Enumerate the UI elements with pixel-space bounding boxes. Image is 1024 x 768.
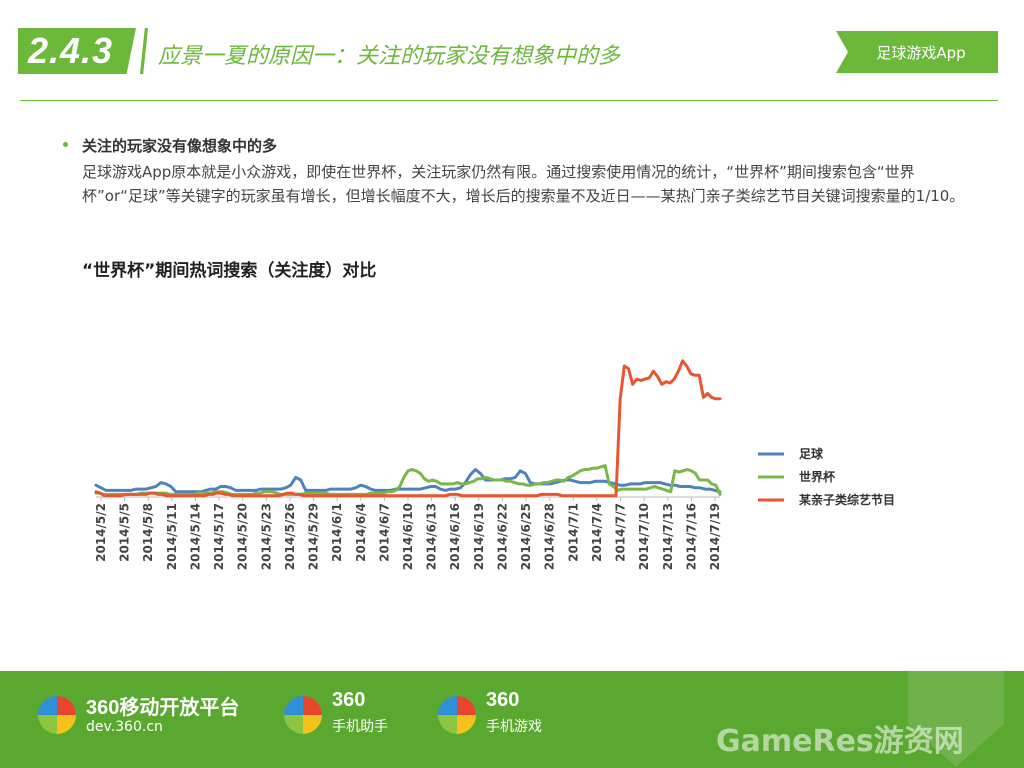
brand-mobile-games-sub: 手机游戏 (486, 719, 542, 735)
x-tick-label: 2014/5/5 (118, 503, 132, 562)
bullet-title: 关注的玩家没有像想象中的多 (82, 137, 278, 155)
brand-open-platform: 360移动开放平台 (86, 697, 240, 719)
section-number: 2.4.3 (28, 30, 114, 71)
x-tick-label: 2014/5/11 (165, 503, 179, 570)
x-tick-label: 2014/5/8 (141, 503, 155, 562)
x-tick-label: 2014/5/26 (283, 503, 297, 570)
x-tick-label: 2014/7/7 (614, 503, 628, 562)
chart-title: “世界杯”期间热词搜索（关注度）对比 (82, 261, 377, 281)
category-tag-background (836, 31, 998, 73)
x-tick-label: 2014/6/16 (448, 503, 462, 570)
header-divider (20, 100, 998, 101)
brand-mobile-assistant: 360 (332, 689, 366, 711)
series-line-2 (94, 359, 722, 498)
bullet-body: 足球游戏App原本就是小众游戏，即使在世界杯，关注玩家仍然有限。通过搜索使用情况… (82, 163, 965, 205)
x-tick-label: 2014/5/20 (236, 503, 250, 570)
x-tick-label: 2014/6/19 (472, 503, 486, 570)
x-tick-label: 2014/7/1 (566, 503, 580, 562)
x-tick-label: 2014/6/10 (401, 503, 415, 570)
section-badge (18, 28, 136, 74)
360-logo-icon (284, 696, 322, 734)
footer: 360移动开放平台 dev.360.cn 360 手机助手 360 手机游戏 (0, 671, 1024, 768)
360-logo-icon (438, 696, 476, 734)
x-tick-label: 2014/6/7 (377, 503, 391, 562)
watermark: GameRes游资网 (716, 724, 964, 759)
line-chart: 2014/5/2 2014/5/5 2014/5/8 2014/5/11 2014/5/… (94, 359, 895, 570)
bullet-icon (63, 142, 68, 147)
x-tick-label: 2014/5/2 (94, 503, 108, 562)
brand-mobile-assistant-sub: 手机助手 (332, 719, 388, 735)
brand-mobile-games: 360 (486, 689, 520, 711)
legend-label: 世界杯 (799, 469, 836, 484)
brand-open-platform-url: dev.360.cn (86, 719, 163, 735)
x-tick-label: 2014/7/10 (637, 503, 651, 570)
x-tick-label: 2014/7/19 (708, 503, 722, 570)
x-tick-label: 2014/6/1 (330, 503, 344, 562)
section-divider-mark (140, 28, 148, 74)
x-tick-label: 2014/5/17 (212, 503, 226, 570)
x-tick-label: 2014/6/25 (519, 503, 533, 570)
x-tick-label: 2014/7/16 (684, 503, 698, 570)
x-tick-label: 2014/5/14 (188, 503, 202, 570)
legend-label: 足球 (799, 446, 824, 461)
x-tick-label: 2014/7/13 (661, 503, 675, 570)
360-logo-icon (38, 696, 76, 734)
x-tick-label: 2014/5/29 (307, 503, 321, 570)
x-tick-label: 2014/6/22 (495, 503, 509, 570)
x-tick-label: 2014/7/4 (590, 503, 604, 562)
legend-label: 某亲子类综艺节目 (799, 492, 895, 507)
x-tick-label: 2014/6/4 (354, 503, 368, 562)
page-title: 应景一夏的原因一：关注的玩家没有想象中的多 (158, 44, 621, 69)
x-tick-label: 2014/5/23 (259, 503, 273, 570)
x-tick-label: 2014/6/13 (425, 503, 439, 570)
x-tick-label: 2014/6/28 (543, 503, 557, 570)
category-tag: 足球游戏App (876, 44, 966, 62)
